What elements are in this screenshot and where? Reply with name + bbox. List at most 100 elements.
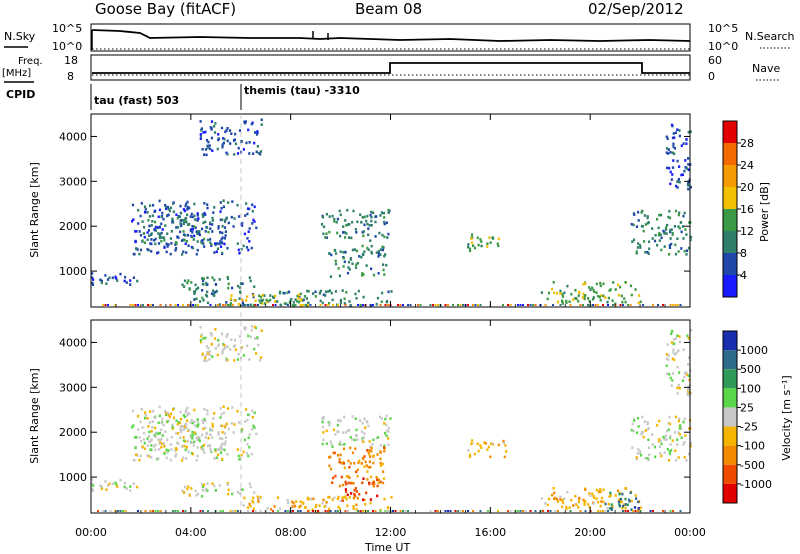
velocity-cell (487, 445, 490, 449)
power-cell (256, 145, 259, 148)
velocity-cell (639, 452, 642, 455)
velocity-cell (663, 451, 666, 454)
power-cell (154, 229, 157, 232)
velocity-cell (187, 439, 190, 443)
velocity-cell (146, 437, 149, 440)
power-cell (595, 282, 598, 286)
power-cell (471, 233, 474, 236)
power-cell (220, 126, 224, 130)
velocity-cell (666, 429, 669, 433)
power-cell (260, 302, 264, 305)
velocity-cell (286, 499, 289, 502)
power-cell (369, 239, 372, 242)
power-cell (177, 304, 179, 306)
power-cell (256, 130, 259, 133)
velocity-cell (248, 446, 251, 449)
velocity-cell (340, 461, 343, 465)
power-cell (334, 252, 338, 255)
power-cell (114, 304, 117, 306)
power-cell (379, 214, 382, 217)
velocity-cell (671, 342, 675, 346)
power-cell (161, 228, 164, 231)
power-cell (209, 126, 212, 129)
power-cell (214, 290, 217, 294)
velocity-cell (385, 423, 388, 427)
velocity-cell (138, 436, 141, 439)
power-cell (151, 220, 154, 223)
velocity-cell (191, 431, 194, 434)
velocity-cell (642, 435, 645, 439)
power-cell (104, 304, 107, 306)
velocity-cell (346, 493, 349, 497)
velocity-cell (184, 448, 187, 452)
power-cell (255, 133, 259, 136)
power-cell (234, 132, 237, 136)
power-cell (196, 214, 199, 217)
velocity-cell (682, 348, 685, 351)
power-cell (553, 291, 556, 295)
power-region-8 (467, 233, 500, 253)
velocity-cell (665, 353, 669, 356)
power-region-11 (665, 123, 692, 191)
power-cell (559, 304, 562, 306)
power-cell (312, 292, 315, 295)
velocity-cell (671, 372, 675, 375)
power-cell (182, 219, 185, 222)
velocity-cell (250, 324, 253, 328)
power-cell (678, 211, 681, 215)
velocity-cell (332, 428, 335, 432)
velocity-cell (149, 510, 152, 512)
velocity-cell (561, 498, 564, 502)
power-cell (556, 291, 559, 295)
velocity-cell (191, 421, 194, 425)
power-cell (239, 291, 242, 294)
power-cell (678, 165, 681, 168)
power-cell (234, 142, 237, 146)
power-cell (669, 182, 672, 186)
velocity-cell (462, 510, 464, 512)
power-cell (637, 210, 640, 214)
velocity-cell (211, 355, 214, 358)
velocity-cell (624, 506, 627, 510)
velocity-cell (219, 407, 222, 410)
power-cell (379, 248, 382, 251)
power-cell (233, 138, 236, 141)
power-cell (611, 299, 614, 302)
power-cell (540, 291, 543, 294)
power-cell (245, 299, 248, 302)
velocity-colorbar-tick-label: -500 (740, 459, 765, 472)
power-cell (382, 263, 385, 266)
velocity-cell (217, 433, 220, 436)
velocity-cell (672, 338, 675, 341)
velocity-region-2 (91, 478, 139, 492)
velocity-cell (384, 417, 387, 421)
power-cell (220, 237, 223, 241)
power-colorbar-tick-label: 20 (740, 181, 754, 194)
velocity-cell (383, 432, 387, 435)
velocity-cell (355, 508, 358, 511)
power-cell (361, 272, 364, 275)
power-cell (222, 199, 225, 202)
power-cell (561, 295, 565, 298)
velocity-cell (211, 436, 214, 439)
power-cell (377, 252, 381, 256)
velocity-cell (524, 510, 527, 512)
power-cell (635, 250, 638, 253)
velocity-cell (593, 496, 596, 499)
velocity-cell (685, 373, 688, 376)
power-cell (671, 173, 674, 176)
power-cell (213, 125, 216, 128)
velocity-cell (350, 492, 353, 495)
velocity-cell (153, 416, 156, 419)
velocity-cell (209, 332, 212, 335)
power-cell (253, 285, 256, 288)
velocity-cell (206, 482, 209, 485)
velocity-cell (229, 348, 232, 351)
power-cell (276, 300, 279, 303)
power-cell (488, 236, 491, 239)
velocity-cell (683, 455, 686, 459)
velocity-cell (182, 491, 186, 494)
velocity-cell (165, 448, 168, 452)
velocity-cell (193, 431, 196, 434)
velocity-cell (566, 490, 569, 494)
